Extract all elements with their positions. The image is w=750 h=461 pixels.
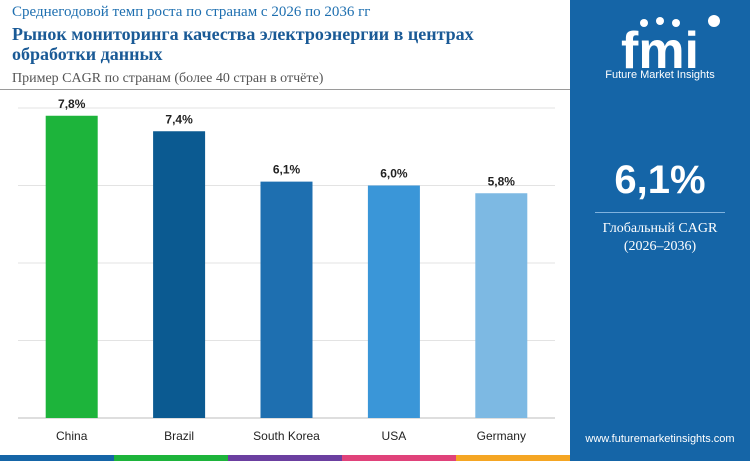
bar-1 xyxy=(153,131,206,418)
bar-0 xyxy=(45,115,98,418)
bottom-color-strip xyxy=(0,455,570,461)
logo-dot-icon xyxy=(708,15,720,27)
strip-segment xyxy=(342,455,456,461)
chart-subtitle: Пример CAGR по странам (более 40 стран в… xyxy=(12,71,324,86)
logo-dot-icon xyxy=(672,19,680,27)
data-label: 6,0% xyxy=(380,167,408,181)
logo-dot-icon xyxy=(640,19,648,27)
data-label: 5,8% xyxy=(488,174,516,188)
global-cagr-value: 6,1% xyxy=(614,158,706,202)
logo-subtitle: Future Market Insights xyxy=(605,69,715,81)
strip-segment xyxy=(114,455,228,461)
category-label: South Korea xyxy=(253,429,320,443)
website-link[interactable]: www.futuremarketinsights.com xyxy=(585,433,735,445)
data-label: 6,1% xyxy=(273,163,301,177)
fmi-logo-icon: fmi xyxy=(621,15,720,80)
strip-segment xyxy=(0,455,114,461)
data-label: 7,4% xyxy=(165,112,193,126)
logo-dot-icon xyxy=(656,17,664,25)
bar-chart: 7,8% China 7,4% Brazil 6,1% South Korea 6,0% US… xyxy=(18,97,555,443)
bar-3 xyxy=(367,185,420,418)
category-label: China xyxy=(56,429,88,443)
strip-segment xyxy=(228,455,342,461)
bar-4 xyxy=(475,193,528,418)
category-label: Brazil xyxy=(164,429,194,443)
bar-2 xyxy=(260,181,313,418)
sidebar-panel: fmi Future Market Insights 6,1% Глобальн… xyxy=(570,0,750,461)
global-cagr-label: Глобальный CAGR (2026–2036) xyxy=(570,220,750,256)
logo-text: fmi xyxy=(621,22,699,80)
chart-supertitle: Среднегодовой темп роста по странам с 20… xyxy=(12,4,371,20)
chart-panel: Среднегодовой темп роста по странам с 20… xyxy=(0,4,570,443)
global-cagr-caption: Глобальный CAGR xyxy=(602,221,718,236)
data-label: 7,8% xyxy=(58,97,86,111)
header-divider xyxy=(0,89,570,90)
global-cagr-period: (2026–2036) xyxy=(623,239,697,254)
category-label: Germany xyxy=(477,429,526,443)
chart-title: Рынок мониторинга качества электроэнерги… xyxy=(12,24,474,64)
category-label: USA xyxy=(382,429,407,443)
sidebar-divider xyxy=(595,212,725,213)
strip-segment xyxy=(456,455,570,461)
